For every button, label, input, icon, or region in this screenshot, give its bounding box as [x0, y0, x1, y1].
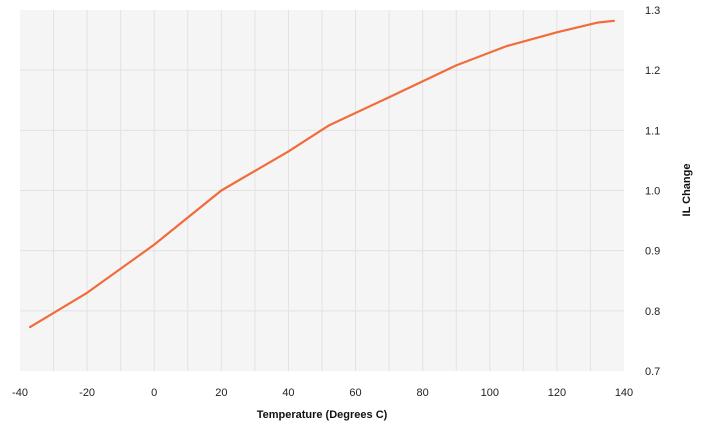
x-tick-label: 20	[215, 387, 227, 399]
y-tick-label: 1.1	[645, 125, 660, 137]
x-tick-label: 40	[282, 387, 294, 399]
y-axis-title: IL Change	[681, 164, 693, 217]
y-tick-label: 0.7	[645, 366, 660, 378]
y-tick-label: 1.0	[645, 186, 660, 198]
x-tick-label: 60	[349, 387, 361, 399]
y-tick-label: 1.2	[645, 65, 660, 77]
y-axis-ticks: 0.7 0.8 0.9 1.0 1.1 1.2 1.3	[645, 5, 660, 378]
x-tick-label: 0	[151, 387, 157, 399]
grid	[20, 10, 624, 371]
series-line	[28, 19, 616, 329]
x-axis-ticks: -40 -20 0 20 40 60 80 100 120 140	[12, 387, 633, 399]
y-tick-label: 0.9	[645, 246, 660, 258]
x-tick-label: 140	[615, 387, 633, 399]
x-tick-label: -40	[12, 387, 28, 399]
y-tick-label: 0.8	[645, 306, 660, 318]
x-tick-label: 80	[417, 387, 429, 399]
x-axis-title: Temperature (Degrees C)	[257, 409, 388, 421]
x-tick-label: -20	[79, 387, 95, 399]
y-tick-label: 1.3	[645, 5, 660, 17]
x-tick-label: 100	[481, 387, 499, 399]
x-tick-label: 120	[548, 387, 566, 399]
